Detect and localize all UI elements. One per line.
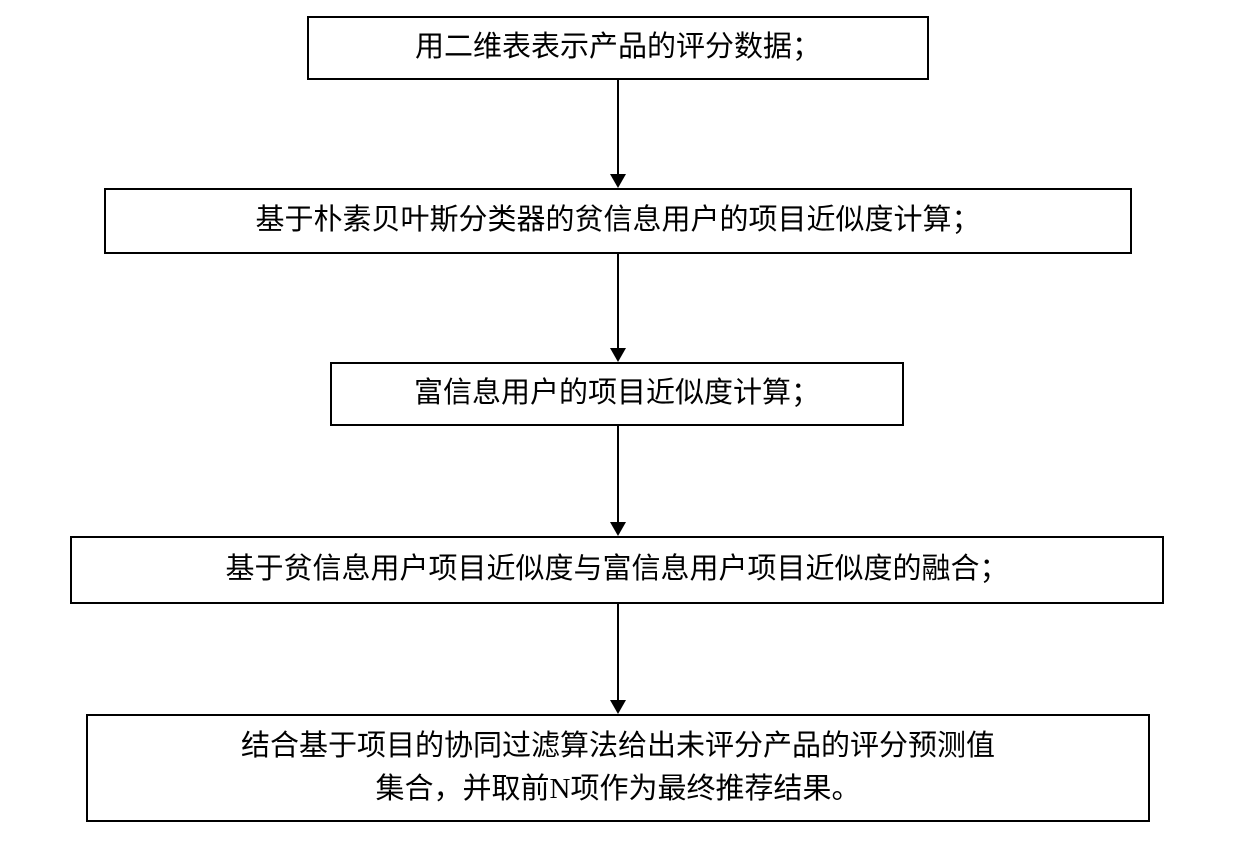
flow-node-4-label: 基于贫信息用户项目近似度与富信息用户项目近似度的融合； [225, 548, 1008, 592]
flow-node-3: 富信息用户的项目近似度计算； [330, 362, 904, 426]
flow-node-5: 结合基于项目的协同过滤算法给出未评分产品的评分预测值 集合，并取前N项作为最终推… [86, 714, 1150, 822]
flow-node-1-label: 用二维表表示产品的评分数据； [415, 26, 821, 70]
flow-node-4: 基于贫信息用户项目近似度与富信息用户项目近似度的融合； [70, 536, 1164, 604]
flow-edge-2-3-head [610, 348, 626, 362]
flow-edge-1-2-line [617, 80, 619, 174]
flow-edge-3-4-head [610, 522, 626, 536]
flow-node-2: 基于朴素贝叶斯分类器的贫信息用户的项目近似度计算； [104, 188, 1132, 254]
flow-edge-4-5-head [610, 700, 626, 714]
flow-edge-2-3-line [617, 254, 619, 348]
flowchart-container: 用二维表表示产品的评分数据； 基于朴素贝叶斯分类器的贫信息用户的项目近似度计算；… [0, 0, 1239, 854]
flow-node-2-label: 基于朴素贝叶斯分类器的贫信息用户的项目近似度计算； [255, 199, 980, 243]
flow-edge-4-5-line [617, 604, 619, 700]
flow-node-5-label: 结合基于项目的协同过滤算法给出未评分产品的评分预测值 集合，并取前N项作为最终推… [241, 725, 995, 812]
flow-edge-1-2-head [610, 174, 626, 188]
flow-edge-3-4-line [617, 426, 619, 522]
flow-node-3-label: 富信息用户的项目近似度计算； [414, 372, 820, 416]
flow-node-1: 用二维表表示产品的评分数据； [307, 16, 929, 80]
